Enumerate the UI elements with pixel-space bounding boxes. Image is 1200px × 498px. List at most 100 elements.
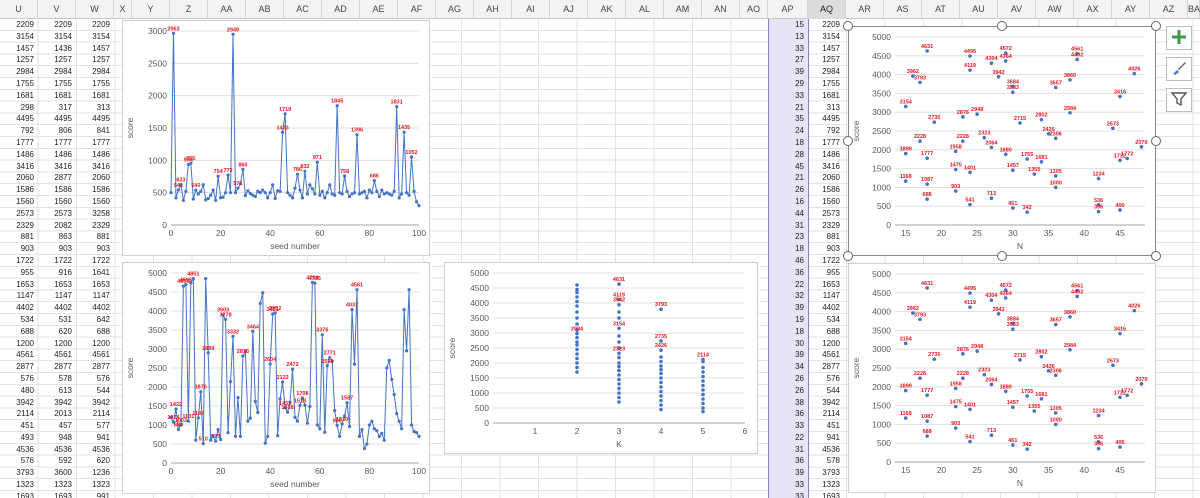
cell[interactable]: 806: [58, 126, 72, 136]
cell[interactable]: 33: [795, 491, 804, 498]
cell[interactable]: 1147: [54, 291, 72, 301]
cell[interactable]: 15: [795, 20, 804, 29]
cell[interactable]: 1653: [54, 279, 72, 289]
chart-filters-button[interactable]: [1166, 88, 1192, 112]
cell[interactable]: 1722: [16, 255, 34, 265]
chart-elements-button[interactable]: [1166, 26, 1192, 50]
cell[interactable]: 3154: [822, 31, 840, 41]
cell[interactable]: 1200: [16, 338, 34, 348]
cell[interactable]: 841: [96, 126, 110, 136]
column-header-av[interactable]: AV: [998, 0, 1036, 19]
cell[interactable]: 1257: [16, 55, 34, 65]
cell[interactable]: 1560: [16, 196, 34, 206]
cell[interactable]: 2573: [16, 208, 34, 218]
cell[interactable]: 19: [795, 314, 804, 324]
cell[interactable]: 30: [795, 338, 804, 348]
cell[interactable]: 620: [96, 456, 110, 466]
cell[interactable]: 22: [795, 279, 804, 289]
cell[interactable]: 948: [58, 432, 72, 442]
cell[interactable]: 3258: [92, 208, 110, 218]
cell[interactable]: 955: [826, 267, 840, 277]
column-header-ae[interactable]: AE: [360, 0, 398, 19]
cell[interactable]: 903: [96, 244, 110, 254]
cell[interactable]: 2877: [16, 362, 34, 372]
cell[interactable]: 941: [826, 432, 840, 442]
cell[interactable]: 1236: [92, 468, 110, 478]
cell[interactable]: 916: [58, 267, 72, 277]
cell[interactable]: 46: [795, 255, 804, 265]
cell[interactable]: 1777: [16, 137, 34, 147]
cell[interactable]: 4536: [16, 444, 34, 454]
chart-styles-button[interactable]: [1166, 57, 1192, 81]
cell[interactable]: 1653: [16, 279, 34, 289]
cell[interactable]: 39: [795, 468, 804, 478]
cell[interactable]: 1755: [92, 78, 110, 88]
cell[interactable]: 576: [20, 373, 34, 383]
cell[interactable]: 4402: [54, 303, 72, 313]
column-header-ag[interactable]: AG: [436, 0, 474, 19]
chart-score-by-k[interactable]: 0 500 1000 1500 2000 2500 3000 3500 4000 4500 5000…: [444, 262, 758, 454]
cell[interactable]: 2060: [92, 173, 110, 183]
cell[interactable]: 45: [795, 161, 804, 171]
column-header-am[interactable]: AM: [664, 0, 702, 19]
cell[interactable]: 881: [20, 232, 34, 242]
cell[interactable]: 1641: [92, 267, 110, 277]
column-header-ad[interactable]: AD: [322, 0, 360, 19]
cell[interactable]: 18: [795, 244, 804, 254]
cell[interactable]: 1147: [822, 291, 840, 301]
cell[interactable]: 1323: [16, 480, 34, 490]
column-header-as[interactable]: AS: [884, 0, 922, 19]
cell[interactable]: 578: [826, 456, 840, 466]
chart-score-by-seed-bottom[interactable]: 0 500 1000 1500 2000 2500 3000 3500 4000 4500 5000…: [122, 262, 430, 494]
cell[interactable]: 1257: [92, 55, 110, 65]
resize-handle-left[interactable]: [843, 136, 853, 146]
cell[interactable]: 1486: [54, 149, 72, 159]
cell[interactable]: 2573: [822, 208, 840, 218]
cell[interactable]: 531: [58, 314, 72, 324]
cell[interactable]: 2209: [54, 20, 72, 29]
cell[interactable]: 4536: [822, 444, 840, 454]
cell[interactable]: 313: [826, 102, 840, 112]
cell[interactable]: 2114: [822, 409, 840, 419]
cell[interactable]: 18: [795, 137, 804, 147]
cell[interactable]: 16: [795, 196, 804, 206]
cell[interactable]: 33: [795, 43, 804, 53]
cell[interactable]: 3416: [54, 161, 72, 171]
resize-handle-bottom[interactable]: [997, 251, 1007, 261]
column-header-aq[interactable]: AQ: [808, 0, 846, 19]
selected-column-aq[interactable]: [768, 19, 809, 498]
cell[interactable]: 1681: [16, 90, 34, 100]
cell[interactable]: 534: [20, 314, 34, 324]
column-header-ab[interactable]: AB: [246, 0, 284, 19]
cell[interactable]: 1486: [822, 149, 840, 159]
cell[interactable]: 1323: [822, 480, 840, 490]
cell[interactable]: 1147: [92, 291, 110, 301]
column-header-aj[interactable]: AJ: [550, 0, 588, 19]
column-aq-values[interactable]: 15 13 33 27 39 29 33 21 35 24 18 28 45 21 26 16 44 31 23 18…: [770, 19, 804, 498]
cell[interactable]: 881: [826, 232, 840, 242]
resize-handle-bottom-left[interactable]: [843, 251, 853, 261]
column-header-v[interactable]: V: [38, 0, 76, 19]
cell[interactable]: 1681: [92, 90, 110, 100]
cell[interactable]: 4495: [16, 114, 34, 124]
chart-score-by-n-selected[interactable]: 0 500 1000 1500 2000 2500 3000 3500 4000 4500 5000…: [848, 26, 1156, 256]
cell[interactable]: 991: [96, 491, 110, 498]
column-header-ar[interactable]: AR: [846, 0, 884, 19]
column-header-z[interactable]: Z: [170, 0, 208, 19]
cell[interactable]: 3793: [16, 468, 34, 478]
cell[interactable]: 1586: [54, 185, 72, 195]
column-header-ak[interactable]: AK: [588, 0, 626, 19]
cell[interactable]: 955: [20, 267, 34, 277]
cell[interactable]: 576: [20, 456, 34, 466]
cell[interactable]: 576: [96, 373, 110, 383]
column-ar-values[interactable]: 2209 3154 1457 1257 2984 1755 1681 313 4495 792 17…: [806, 19, 840, 498]
cell[interactable]: 2114: [16, 409, 34, 419]
cell[interactable]: 39: [795, 303, 804, 313]
cell[interactable]: 313: [96, 102, 110, 112]
cell[interactable]: 4495: [92, 114, 110, 124]
column-header-an[interactable]: AN: [702, 0, 740, 19]
cell[interactable]: 457: [58, 421, 72, 431]
cell[interactable]: 544: [96, 385, 110, 395]
cell[interactable]: 29: [795, 78, 804, 88]
cell[interactable]: 480: [20, 385, 34, 395]
